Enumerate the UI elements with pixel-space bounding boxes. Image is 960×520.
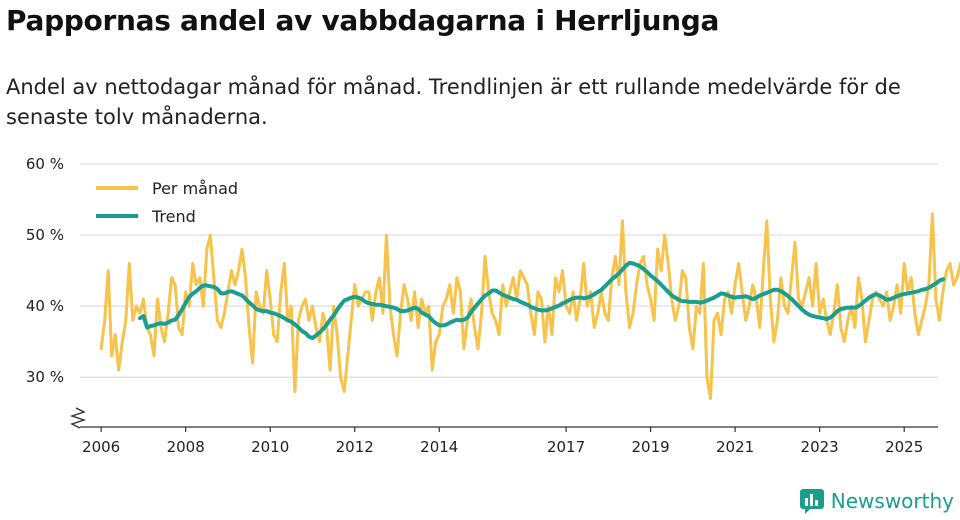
x-tick-label: 2025: [885, 438, 923, 456]
chart-title: Pappornas andel av vabbdagarna i Herrlju…: [6, 4, 720, 37]
newsworthy-logo-icon: [799, 489, 824, 514]
y-tick-label: 40 %: [26, 297, 64, 315]
y-tick-label: 30 %: [26, 368, 64, 386]
grid-lines: 30 % 40 % 50 % 60 %: [26, 155, 938, 386]
chart-subtitle: Andel av nettodagar månad för månad. Tre…: [6, 75, 901, 129]
legend-label-trend: Trend: [151, 207, 196, 226]
brand-logo: Newsworthy: [799, 488, 954, 514]
x-tick-label: 2017: [547, 438, 585, 456]
y-axis-break-icon: [69, 407, 87, 429]
x-tick-label: 2008: [167, 438, 205, 456]
series-line-trend: [138, 260, 946, 341]
x-tick-label: 2023: [801, 438, 839, 456]
y-tick-label: 60 %: [26, 155, 64, 173]
legend: Per månad Trend: [96, 179, 238, 226]
line-chart: 30 % 40 % 50 % 60 % 2006 2008 2010 2012 2014 201…: [26, 155, 960, 456]
x-axis: 2006 2008 2010 2012 2014 2017 2019 2021 2023 2025: [80, 426, 938, 456]
x-tick-label: 2019: [631, 438, 669, 456]
x-tick-label: 2006: [82, 438, 120, 456]
x-tick-label: 2014: [420, 438, 458, 456]
x-tick-label: 2012: [336, 438, 374, 456]
x-tick-label: 2010: [251, 438, 289, 456]
series-lines: [99, 212, 960, 401]
legend-label-monthly: Per månad: [152, 179, 238, 198]
series-line-monthly: [99, 212, 960, 401]
brand-name: Newsworthy: [830, 489, 954, 513]
y-tick-label: 50 %: [26, 226, 64, 244]
x-tick-label: 2021: [716, 438, 754, 456]
